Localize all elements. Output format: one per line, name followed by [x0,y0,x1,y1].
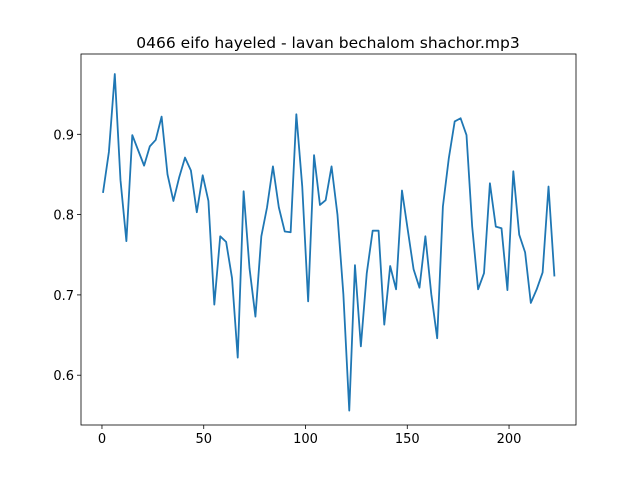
x-tick-label: 50 [195,432,212,447]
y-tick-label: 0.6 [53,369,74,384]
chart-title: 0466 eifo hayeled - lavan bechalom shach… [136,34,519,52]
x-tick-label: 0 [98,432,106,447]
x-tick-label: 100 [293,432,318,447]
y-tick-label: 0.7 [53,289,74,304]
x-tick-label: 200 [497,432,522,447]
y-tick-label: 0.8 [53,209,74,224]
data-line [102,73,556,412]
plot-frame [80,53,577,426]
x-tick-label: 150 [395,432,420,447]
y-tick-label: 0.9 [53,128,74,143]
